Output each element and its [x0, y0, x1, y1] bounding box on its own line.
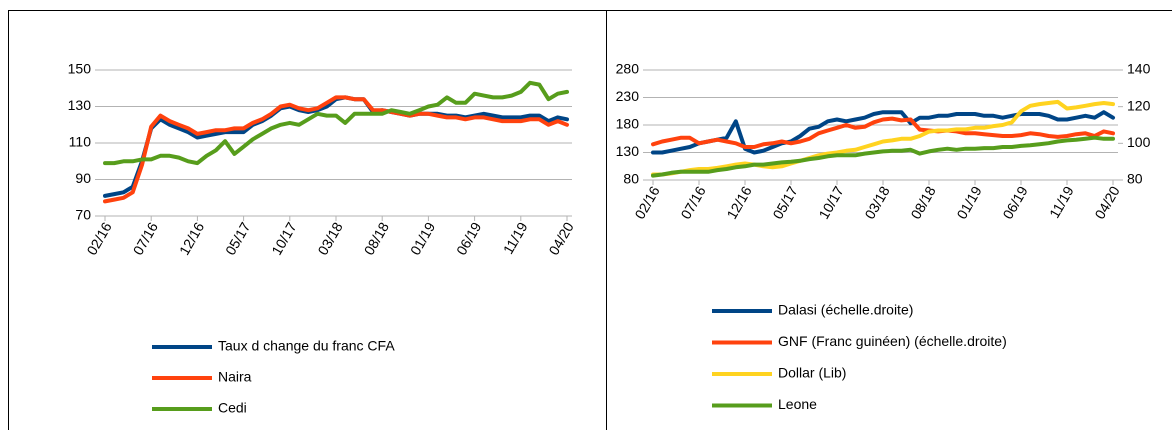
legend-label: Dollar (Lib)	[778, 365, 846, 381]
y-tick-label: 70	[75, 207, 91, 223]
y-tick-label: 150	[68, 61, 92, 77]
legend-label: Naira	[218, 369, 252, 385]
legend-label: Dalasi (échelle.droite)	[778, 302, 913, 318]
y2-tick-label: 100	[1127, 134, 1151, 150]
y-tick-label: 180	[616, 116, 640, 132]
y-tick-label: 280	[616, 61, 640, 77]
y-tick-label: 130	[68, 97, 92, 113]
legend-label: GNF (Franc guinéen) (échelle.droite)	[778, 333, 1007, 349]
legend-label: Leone	[778, 396, 817, 412]
y-tick-label: 80	[623, 171, 639, 187]
y2-tick-label: 140	[1127, 61, 1151, 77]
legend-label: Cedi	[218, 400, 247, 416]
y2-tick-label: 80	[1127, 171, 1143, 187]
y-tick-label: 230	[616, 88, 640, 104]
y-tick-label: 130	[616, 143, 640, 159]
y-tick-label: 90	[75, 170, 91, 186]
y-tick-label: 110	[69, 134, 92, 150]
legend-label: Taux d change du franc CFA	[218, 338, 395, 354]
y2-tick-label: 120	[1127, 97, 1151, 113]
